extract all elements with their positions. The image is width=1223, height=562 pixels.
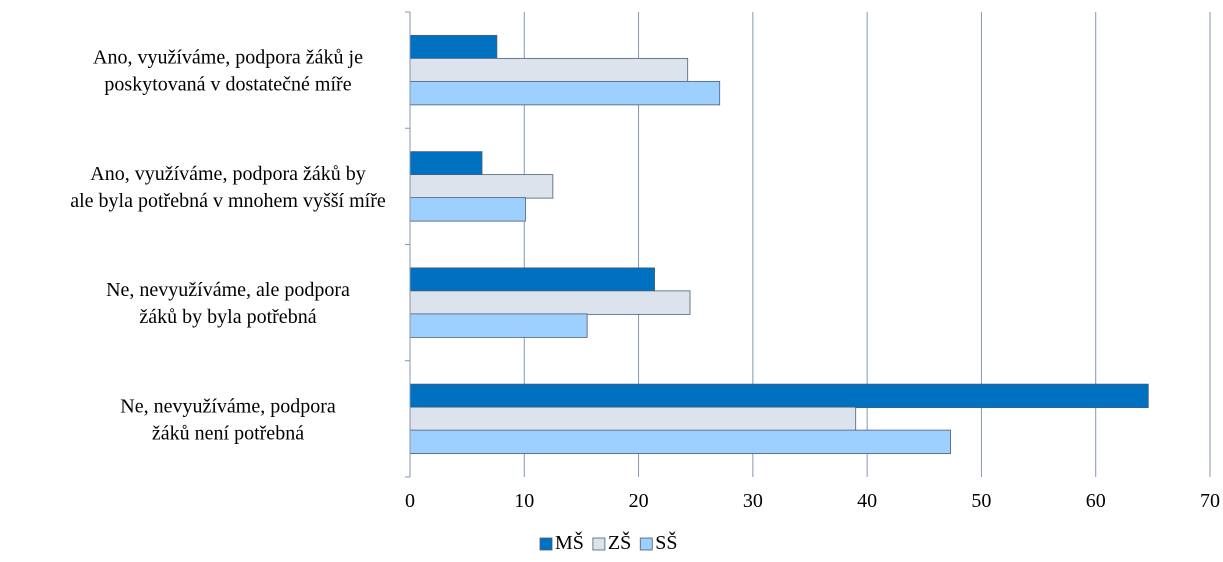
x-tick-label: 50 [971,490,991,512]
category-label: Ano, využíváme, podpora žáků by [90,163,365,185]
legend-swatch-SŠ [639,537,653,551]
x-tick-label: 40 [857,490,877,512]
bars [409,34,1149,455]
bar-MŠ [409,151,483,176]
category-label: ale byla potřebná v mnohem vyšší míře [70,190,386,212]
legend-swatch-MŠ [539,537,553,551]
bar-ZŠ [409,174,554,199]
x-tick-label: 30 [743,490,763,512]
x-tick-labels: 0 10 20 30 40 50 60 70 [405,490,1220,512]
category-label: žáků není potřebná [152,422,304,444]
x-tick-label: 20 [629,490,649,512]
legend-swatch-ZŠ [592,537,606,551]
legend: MŠ ZŠ SŠ [539,530,678,554]
category-label: žáků by byla potřebná [139,306,316,328]
x-tick-label: 70 [1200,490,1220,512]
x-tick-label: 0 [405,490,415,512]
bar-MŠ [409,383,1149,409]
category-label: Ne, nevyužíváme, podpora [120,395,336,417]
bar-SŠ [409,197,526,222]
category-labels: Ano, využíváme, podpora žáků je poskytova… [70,47,386,445]
bar-SŠ [409,80,721,106]
bar-MŠ [409,267,655,292]
x-tick-label: 10 [514,490,534,512]
y-axis [405,11,411,478]
x-tick-label: 60 [1086,490,1106,512]
bar-ZŠ [409,57,689,83]
bar-MŠ [409,34,498,60]
legend-label-MŠ: MŠ [555,530,584,554]
bar-ZŠ [409,406,857,432]
legend-label-ZŠ: ZŠ [608,530,631,554]
legend-label-SŠ: SŠ [655,530,677,554]
category-label: Ne, nevyužíváme, ale podpora [106,279,350,301]
category-label: Ano, využíváme, podpora žáků je [93,47,363,69]
bar-SŠ [409,313,588,338]
bar-ZŠ [409,290,691,315]
bar-SŠ [409,429,951,455]
category-label: poskytovaná v dostatečné míře [104,74,351,96]
